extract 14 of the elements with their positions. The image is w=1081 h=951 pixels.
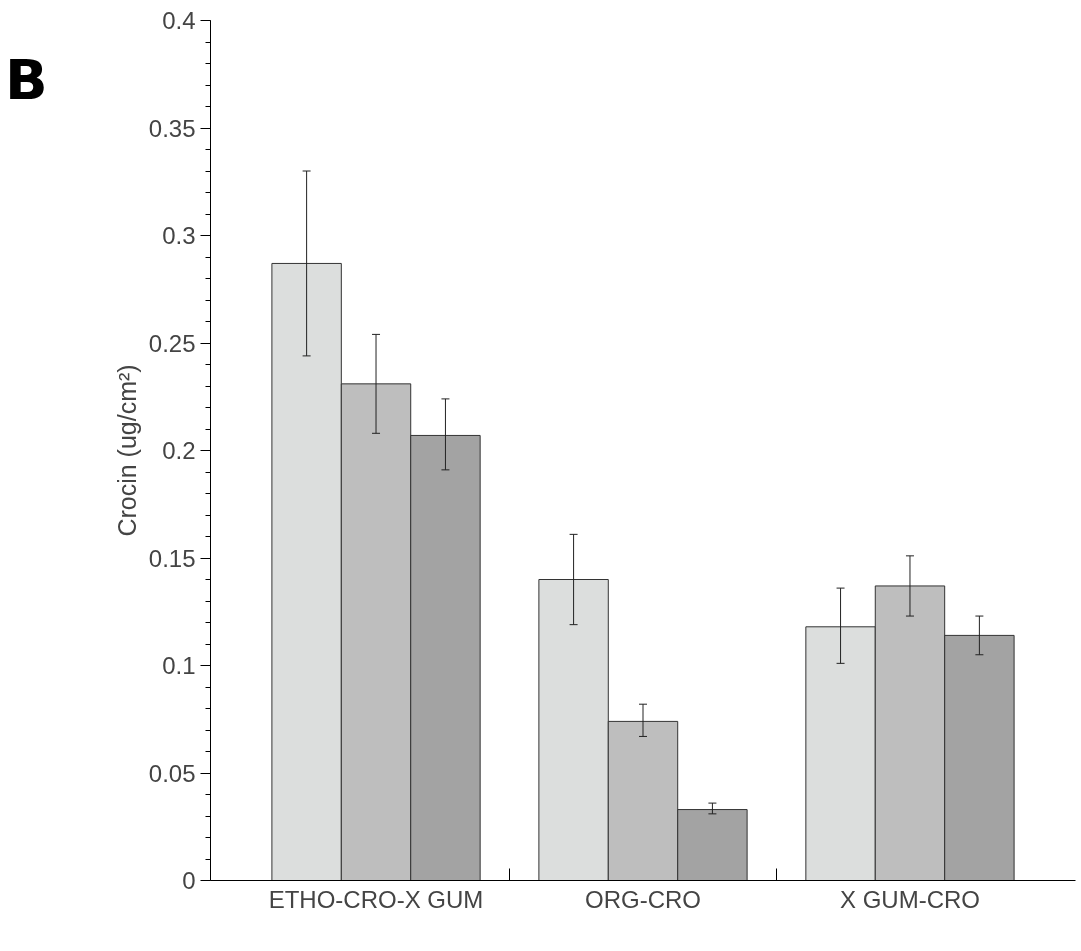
y-tick-label: 0.35	[148, 114, 196, 142]
y-tick-label: 0.1	[162, 652, 196, 679]
y-tick-label: 0.25	[148, 329, 196, 357]
x-tick-label: ETHO-CRO-X GUM	[268, 885, 484, 913]
y-tick-label: 0.3	[162, 222, 196, 249]
y-tick-label: 0.05	[148, 759, 196, 787]
x-tick-label: ORG-CRO	[585, 885, 701, 913]
y-tick-label: 0	[182, 867, 196, 894]
y-axis-title: Crocin (ug/cm²)	[112, 364, 141, 537]
y-tick-label: 0.4	[162, 7, 196, 34]
y-tick-label: 0.15	[148, 544, 196, 572]
x-tick-label: X GUM-CRO	[839, 885, 980, 913]
y-tick-label: 0.2	[162, 437, 196, 464]
text: B	[5, 46, 48, 114]
